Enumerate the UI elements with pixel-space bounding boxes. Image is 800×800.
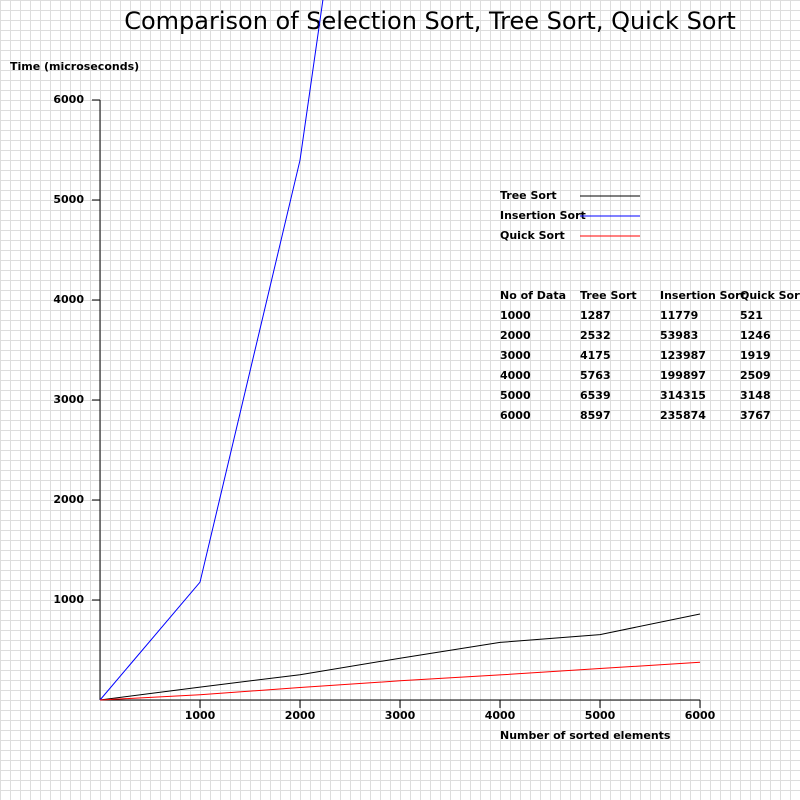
table-cell: 8597 (580, 409, 611, 422)
x-tick-label: 6000 (685, 709, 716, 722)
table-cell: 4175 (580, 349, 611, 362)
x-tick-label: 4000 (485, 709, 516, 722)
table-cell: 1246 (740, 329, 771, 342)
table-cell: 6000 (500, 409, 531, 422)
y-tick-label: 6000 (53, 93, 84, 106)
table-cell: 6539 (580, 389, 611, 402)
table-cell: 2509 (740, 369, 771, 382)
table-header: No of Data (500, 289, 566, 302)
table-cell: 314315 (660, 389, 706, 402)
x-tick-label: 3000 (385, 709, 416, 722)
x-tick-label: 5000 (585, 709, 616, 722)
legend-label: Tree Sort (500, 189, 557, 202)
table-cell: 1287 (580, 309, 611, 322)
table-cell: 53983 (660, 329, 698, 342)
table-cell: 1000 (500, 309, 531, 322)
table-cell: 11779 (660, 309, 698, 322)
y-tick-label: 3000 (53, 393, 84, 406)
legend-label: Quick Sort (500, 229, 565, 242)
table-cell: 521 (740, 309, 763, 322)
table-cell: 3000 (500, 349, 531, 362)
series-line (99, 613, 701, 701)
x-tick-label: 2000 (285, 709, 316, 722)
table-cell: 235874 (660, 409, 706, 422)
y-axis-label: Time (microseconds) (10, 60, 139, 73)
table-cell: 4000 (500, 369, 531, 382)
table-cell: 5763 (580, 369, 611, 382)
table-header: Tree Sort (580, 289, 637, 302)
table-cell: 2000 (500, 329, 531, 342)
y-tick-label: 1000 (53, 593, 84, 606)
chart-title: Comparison of Selection Sort, Tree Sort,… (124, 7, 736, 35)
x-axis-label: Number of sorted elements (500, 729, 671, 742)
table-cell: 123987 (660, 349, 706, 362)
series-line (99, 661, 701, 701)
legend-label: Insertion Sort (500, 209, 586, 222)
table-header: Quick Sort (740, 289, 800, 302)
table-cell: 3148 (740, 389, 771, 402)
table-cell: 5000 (500, 389, 531, 402)
y-tick-label: 4000 (53, 293, 84, 306)
table-cell: 3767 (740, 409, 771, 422)
y-tick-label: 2000 (53, 493, 84, 506)
table-header: Insertion Sort (660, 289, 746, 302)
table-cell: 2532 (580, 329, 611, 342)
series-line (99, 0, 324, 701)
table-cell: 199897 (660, 369, 706, 382)
y-tick-label: 5000 (53, 193, 84, 206)
x-tick-label: 1000 (185, 709, 216, 722)
table-cell: 1919 (740, 349, 771, 362)
